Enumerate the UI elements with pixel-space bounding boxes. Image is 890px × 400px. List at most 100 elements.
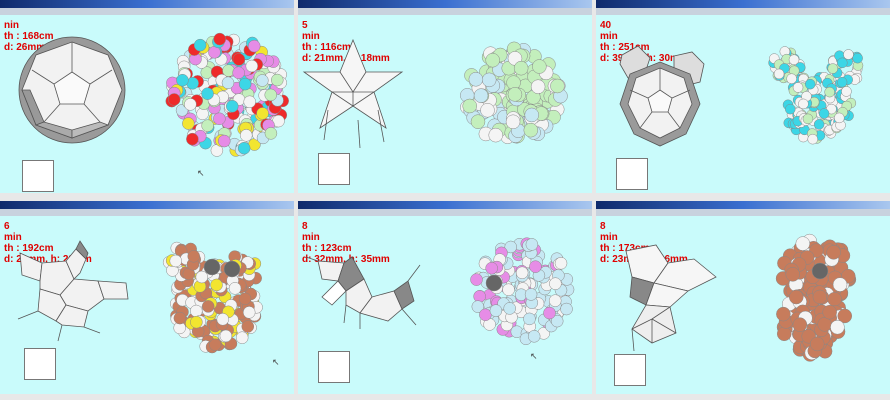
bead — [238, 77, 252, 91]
scene[interactable] — [596, 201, 890, 394]
bead — [232, 66, 245, 79]
bead — [471, 300, 485, 313]
bead — [219, 329, 233, 343]
bead — [488, 127, 503, 143]
bead — [503, 302, 516, 315]
bead — [841, 86, 852, 97]
bead — [235, 331, 249, 344]
bead — [208, 338, 222, 351]
paper-model — [625, 244, 717, 352]
bead — [525, 238, 539, 251]
bead — [529, 260, 542, 273]
cursor-icon: ↖ — [197, 168, 205, 178]
bead — [786, 73, 797, 84]
bead — [513, 60, 529, 76]
bead — [524, 107, 539, 123]
bead — [532, 59, 547, 74]
preview-box[interactable] — [616, 158, 648, 190]
bead — [817, 317, 832, 332]
bead — [473, 290, 486, 303]
bead — [550, 78, 565, 94]
bead — [271, 73, 284, 87]
bead-model — [162, 241, 263, 354]
bead — [834, 112, 845, 124]
bead — [798, 98, 809, 110]
bead — [243, 95, 256, 109]
bead-model — [768, 46, 864, 145]
bead — [228, 282, 242, 295]
cursor-icon: ↖ — [530, 351, 538, 361]
bead — [789, 289, 804, 305]
paper-model — [302, 38, 404, 149]
bead — [549, 277, 562, 290]
bead — [190, 315, 203, 329]
bead — [213, 32, 226, 46]
panel-bird: 6 min th : 192cm d: 26mm, h: 29mm ↖ — [0, 201, 294, 394]
bead — [843, 49, 854, 60]
scene[interactable] — [298, 201, 592, 394]
bead — [502, 283, 515, 296]
bead-model — [470, 237, 575, 346]
bead — [523, 122, 539, 138]
bead — [182, 117, 195, 130]
scene[interactable] — [0, 201, 294, 394]
preview-box[interactable] — [22, 160, 54, 192]
panel-title-bar — [0, 201, 294, 209]
bead — [201, 300, 215, 313]
bead — [550, 314, 564, 328]
bead — [462, 98, 477, 114]
bead — [530, 79, 546, 94]
bead — [489, 304, 503, 317]
bead — [190, 304, 203, 318]
bead — [245, 59, 259, 73]
scene[interactable] — [596, 0, 890, 193]
bead — [548, 294, 562, 307]
bead — [184, 98, 197, 111]
bead — [240, 129, 253, 142]
bead — [176, 73, 189, 87]
bead — [523, 312, 536, 326]
bead — [213, 112, 226, 126]
bead — [201, 119, 214, 132]
bead — [195, 270, 209, 284]
paper-model — [619, 45, 705, 147]
preview-box[interactable] — [614, 354, 646, 386]
bead — [776, 306, 791, 322]
bead — [785, 103, 796, 115]
paper-model — [18, 36, 126, 144]
bead — [264, 127, 278, 140]
bead-model — [460, 41, 568, 144]
bead — [241, 320, 255, 333]
preview-box[interactable] — [318, 153, 350, 185]
bead — [812, 289, 828, 305]
preview-box[interactable] — [24, 348, 56, 380]
bead — [247, 39, 261, 53]
preview-box[interactable] — [318, 351, 350, 383]
bead — [470, 273, 483, 286]
scene[interactable] — [298, 0, 592, 193]
bead — [524, 288, 538, 301]
bead — [830, 319, 845, 335]
bead — [479, 308, 492, 322]
bead — [822, 304, 837, 320]
panel-subtitle-bar — [298, 209, 592, 216]
bead — [836, 76, 848, 88]
bead — [186, 132, 199, 146]
bead — [223, 260, 241, 278]
panel-title-bar — [298, 0, 592, 8]
bead — [485, 261, 498, 275]
bead — [785, 267, 801, 282]
bead — [505, 114, 521, 130]
bead — [173, 311, 187, 325]
bead — [554, 257, 568, 270]
bead — [187, 250, 200, 263]
bead — [485, 274, 503, 292]
scene[interactable] — [0, 0, 294, 193]
bead — [242, 306, 256, 319]
bead — [852, 52, 863, 64]
bead — [256, 74, 269, 87]
bead — [824, 86, 835, 98]
bead — [218, 134, 231, 148]
